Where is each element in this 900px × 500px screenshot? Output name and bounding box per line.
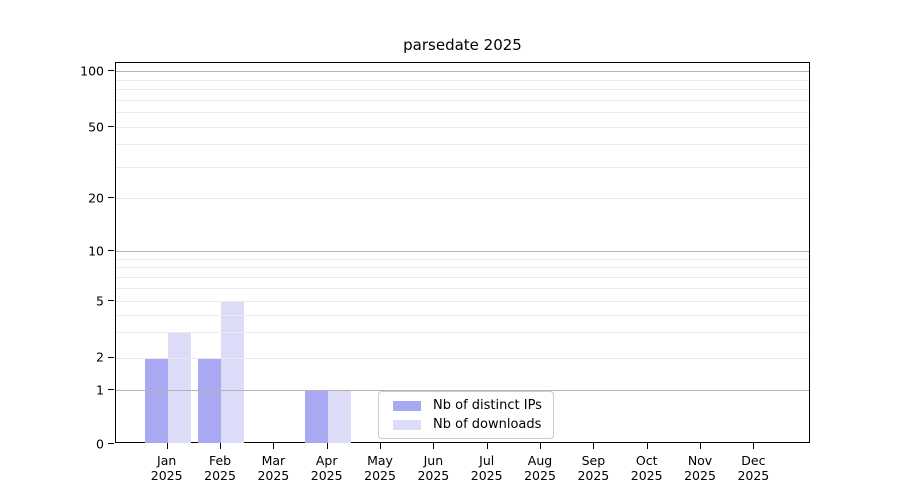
minor-gridline-7: [116, 277, 809, 278]
y-axis-label-2: 2: [96, 349, 104, 365]
minor-gridline-40: [116, 144, 809, 145]
minor-gridline-50: [116, 127, 809, 128]
y-axis-label-10: 10: [88, 243, 104, 258]
x-axis-tick-sep-2025: [593, 443, 594, 449]
chart-title: parsedate 2025: [403, 36, 522, 54]
bar-nb-of-downloads-feb-2025: [221, 301, 245, 443]
minor-gridline-9: [116, 259, 809, 260]
y-axis-tick-50: [108, 126, 114, 127]
x-axis-label-may-2025: May 2025: [364, 453, 396, 483]
minor-gridline-8: [116, 267, 809, 268]
legend-row-nb-of-distinct-ips: Nb of distinct IPs: [389, 396, 543, 415]
x-axis-label-oct-2025: Oct 2025: [630, 453, 663, 483]
y-axis-label-100: 100: [80, 63, 104, 78]
plot-area: [115, 62, 810, 443]
bar-nb-of-distinct-ips-apr-2025: [304, 390, 328, 443]
x-axis-label-sep-2025: Sep 2025: [577, 453, 610, 483]
y-axis-tick-2: [108, 357, 114, 358]
x-axis-label-aug-2025: Aug 2025: [524, 453, 556, 483]
x-axis-tick-oct-2025: [647, 443, 648, 449]
x-axis-label-jun-2025: Jun 2025: [417, 453, 450, 483]
minor-gridline-60: [116, 112, 809, 113]
x-axis-tick-mar-2025: [273, 443, 274, 449]
minor-gridline-2: [116, 358, 809, 359]
x-axis-label-nov-2025: Nov 2025: [684, 453, 716, 483]
x-axis-label-jan-2025: Jan 2025: [150, 453, 183, 483]
minor-gridline-4: [116, 315, 809, 316]
major-gridline-100: [116, 71, 809, 72]
x-axis-tick-dec-2025: [753, 443, 754, 449]
y-axis-tick-100: [108, 70, 114, 71]
x-axis-label-apr-2025: Apr 2025: [310, 453, 343, 483]
y-axis-tick-10: [108, 250, 114, 251]
legend-swatch-icon: [393, 400, 421, 411]
legend-row-nb-of-downloads: Nb of downloads: [389, 415, 543, 434]
minor-gridline-90: [116, 80, 809, 81]
x-axis-tick-aug-2025: [540, 443, 541, 449]
y-axis-tick-5: [108, 300, 114, 301]
bar-nb-of-distinct-ips-jan-2025: [144, 357, 168, 443]
x-axis-tick-jan-2025: [167, 443, 168, 449]
legend-swatch-icon: [393, 419, 421, 430]
bar-nb-of-downloads-apr-2025: [327, 390, 351, 443]
minor-gridline-20: [116, 198, 809, 199]
x-axis-tick-apr-2025: [327, 443, 328, 449]
y-axis-label-1: 1: [96, 382, 104, 397]
legend: Nb of distinct IPs Nb of downloads: [378, 391, 554, 439]
x-axis-tick-may-2025: [380, 443, 381, 449]
bar-nb-of-downloads-jan-2025: [167, 332, 191, 443]
y-axis-tick-1: [108, 389, 114, 390]
minor-gridline-3: [116, 332, 809, 333]
y-axis-tick-0: [108, 443, 114, 444]
x-axis-label-feb-2025: Feb 2025: [204, 453, 236, 483]
x-axis-tick-feb-2025: [220, 443, 221, 449]
x-axis-label-dec-2025: Dec 2025: [737, 453, 770, 483]
x-axis-tick-jun-2025: [433, 443, 434, 449]
y-axis-label-0: 0: [96, 436, 104, 451]
legend-label: Nb of downloads: [433, 417, 542, 432]
x-axis-label-jul-2025: Jul 2025: [470, 453, 503, 483]
x-axis-tick-jul-2025: [487, 443, 488, 449]
minor-gridline-5: [116, 301, 809, 302]
minor-gridline-70: [116, 100, 809, 101]
minor-gridline-6: [116, 288, 809, 289]
x-axis-label-mar-2025: Mar 2025: [257, 453, 290, 483]
legend-label: Nb of distinct IPs: [433, 398, 542, 413]
y-axis-tick-20: [108, 197, 114, 198]
minor-gridline-80: [116, 89, 809, 90]
minor-gridline-30: [116, 167, 809, 168]
bar-nb-of-distinct-ips-feb-2025: [198, 357, 222, 443]
y-axis-label-20: 20: [88, 190, 104, 205]
y-axis-label-5: 5: [96, 293, 104, 308]
major-gridline-10: [116, 251, 809, 252]
x-axis-tick-nov-2025: [700, 443, 701, 449]
y-axis-label-50: 50: [88, 119, 104, 134]
major-gridline-1: [116, 390, 809, 391]
